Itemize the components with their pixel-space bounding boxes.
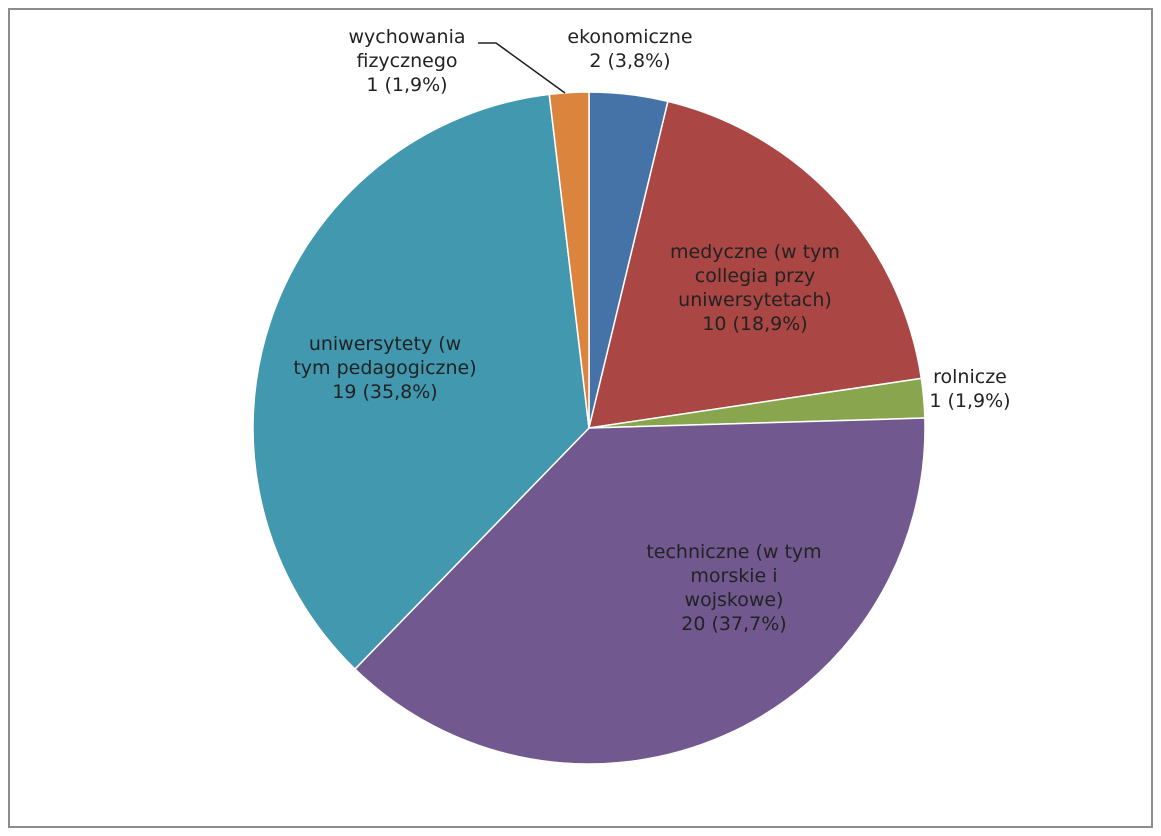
pie-slices xyxy=(252,91,926,765)
slice-label-line: medyczne (w tym xyxy=(670,241,840,263)
slice-label-rolnicze: rolnicze 1 (1,9%) xyxy=(929,366,1010,412)
slice-label-line: 20 (37,7%) xyxy=(681,613,786,635)
slice-label-line: 19 (35,8%) xyxy=(332,381,437,403)
slice-label-line: 1 (1,9%) xyxy=(366,74,447,96)
slice-label-medyczne-w-tym-collegia-przy-uniwersytetach: medyczne (w tym collegia przy uniwersyteta… xyxy=(670,241,840,335)
slice-label-line: uniwersytetach) xyxy=(678,289,832,311)
slice-label-techniczne-w-tym-morskie-i-wojskowe: techniczne (w tym morskie i wojskowe) 20 (3… xyxy=(646,541,821,635)
slice-label-line: wychowania xyxy=(348,26,465,48)
slice-label-line: collegia przy xyxy=(695,265,815,287)
slice-label-line: wojskowe) xyxy=(685,589,784,611)
slice-label-line: 10 (18,9%) xyxy=(702,313,807,335)
slice-label-line: uniwersytety (w xyxy=(309,333,461,355)
slice-label-uniwersytety-w-tym-pedagogiczne: uniwersytety (w tym pedagogiczne) 19 (35,8… xyxy=(293,333,476,403)
slice-label-line: tym pedagogiczne) xyxy=(293,357,476,379)
leader-line-wychowania-fizycznego xyxy=(478,42,566,94)
slice-label-line: 1 (1,9%) xyxy=(929,390,1010,412)
slice-label-line: techniczne (w tym xyxy=(646,541,821,563)
pie-slice-wychowania-fizycznego xyxy=(548,91,590,429)
pie-slice-uniwersytety-w-tym-pedagogiczne xyxy=(252,93,590,671)
slice-label-line: 2 (3,8%) xyxy=(589,50,670,72)
pie-slice-medyczne-w-tym-collegia-przy-uniwersytetach xyxy=(588,100,923,429)
pie-slice-techniczne-w-tym-morskie-i-wojskowe xyxy=(353,417,926,765)
slice-label-wychowania-fizycznego: wychowania fizycznego 1 (1,9%) xyxy=(348,26,465,96)
slice-label-line: morskie i xyxy=(690,565,777,587)
slice-label-line: rolnicze xyxy=(933,366,1007,388)
leader-lines xyxy=(478,42,566,94)
slice-label-ekonomiczne: ekonomiczne 2 (3,8%) xyxy=(567,26,692,72)
slice-labels: ekonomiczne 2 (3,8%) medyczne (w tym colleg… xyxy=(293,26,1010,635)
slice-label-line: ekonomiczne xyxy=(567,26,692,48)
slice-label-line: fizycznego xyxy=(356,50,457,72)
